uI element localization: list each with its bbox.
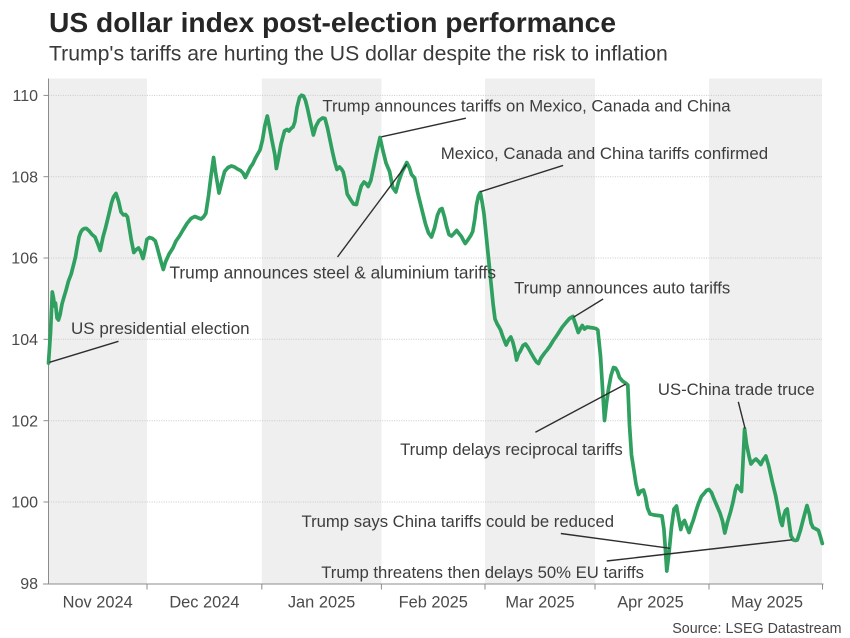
svg-text:US-China trade truce: US-China trade truce	[658, 380, 815, 399]
svg-text:Mexico, Canada and China tarif: Mexico, Canada and China tariffs confirm…	[441, 144, 768, 163]
svg-text:Mar 2025: Mar 2025	[505, 594, 574, 612]
svg-text:98: 98	[20, 576, 38, 593]
svg-text:100: 100	[11, 495, 38, 512]
svg-text:Nov 2024: Nov 2024	[63, 594, 133, 612]
svg-text:Trump threatens then delays 50: Trump threatens then delays 50% EU tarif…	[321, 563, 644, 582]
svg-text:102: 102	[11, 413, 38, 430]
svg-text:May 2025: May 2025	[731, 594, 803, 612]
svg-text:Source: LSEG Datastream: Source: LSEG Datastream	[672, 621, 841, 637]
svg-text:110: 110	[12, 88, 38, 105]
svg-text:Trump announces auto tariffs: Trump announces auto tariffs	[514, 278, 730, 297]
svg-text:US dollar index post-election: US dollar index post-election performanc…	[49, 6, 616, 38]
svg-text:Trump says China tariffs could: Trump says China tariffs could be reduce…	[302, 512, 615, 531]
svg-text:108: 108	[11, 169, 38, 186]
svg-text:Trump delays reciprocal tariff: Trump delays reciprocal tariffs	[400, 440, 623, 459]
svg-text:Trump announces steel & alumin: Trump announces steel & aluminium tariff…	[170, 263, 497, 283]
svg-text:Jan 2025: Jan 2025	[288, 594, 355, 612]
svg-text:Dec 2024: Dec 2024	[169, 594, 239, 612]
svg-text:Trump's tariffs are hurting th: Trump's tariffs are hurting the US dolla…	[49, 43, 668, 66]
svg-text:US presidential election: US presidential election	[71, 319, 250, 338]
svg-text:Apr 2025: Apr 2025	[617, 594, 684, 612]
svg-text:104: 104	[11, 332, 38, 349]
svg-text:Trump announces tariffs on Mex: Trump announces tariffs on Mexico, Canad…	[322, 96, 731, 115]
svg-text:Feb 2025: Feb 2025	[399, 594, 468, 612]
svg-text:106: 106	[11, 251, 38, 268]
